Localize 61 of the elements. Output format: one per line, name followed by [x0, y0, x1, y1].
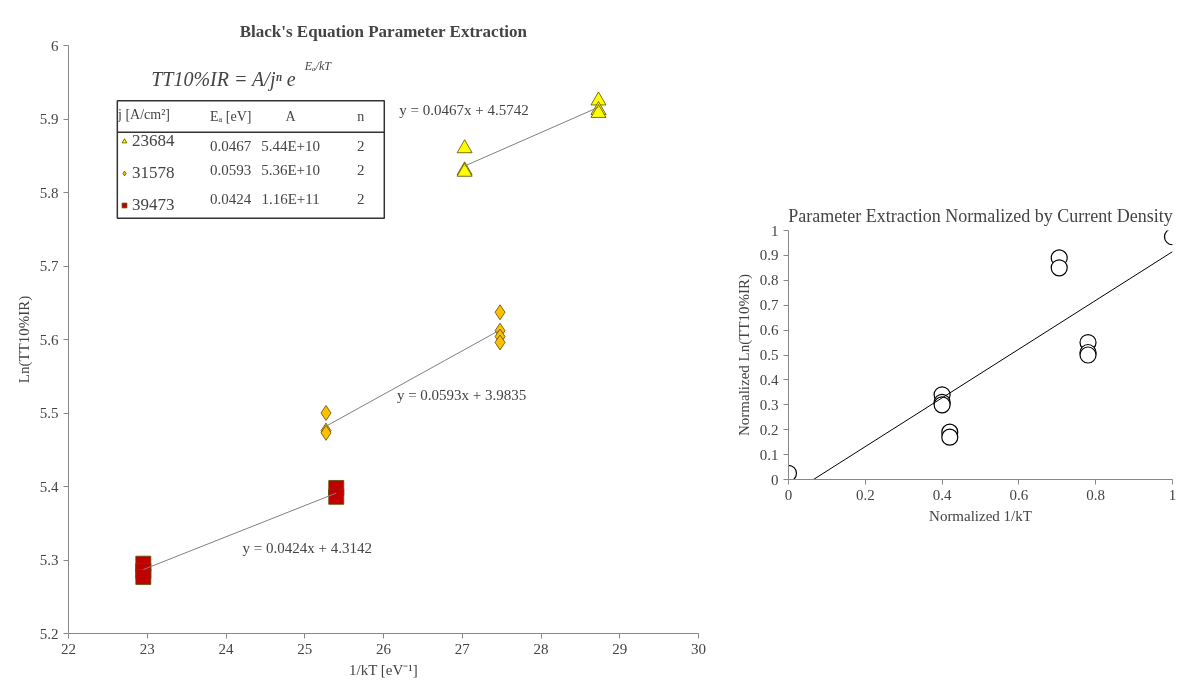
- y-tick-label: 0.8: [759, 272, 779, 289]
- annotation: 0.0467: [210, 138, 252, 155]
- x-tick-label: 26: [376, 640, 392, 657]
- annotation: 1.16E+11: [261, 191, 320, 208]
- annotation: A: [285, 109, 297, 125]
- y-tick-label: 1: [771, 222, 779, 239]
- x-tick-label: 0.4: [932, 486, 952, 503]
- annotation: y = 0.0467x + 4.5742: [399, 102, 529, 119]
- annotation: 2: [356, 191, 365, 208]
- x-tick-label: 27: [454, 640, 471, 657]
- y-tick-label: 5.3: [39, 552, 59, 568]
- legend-label: 31578: [132, 163, 175, 183]
- x-tick-label: 0.6: [1009, 486, 1029, 503]
- legend-label: 23684: [132, 131, 175, 151]
- annotation: 2: [356, 138, 365, 155]
- chart-title: Parameter Extraction Normalized by Current Density: [788, 205, 1173, 226]
- x-tick-label: 0.2: [855, 486, 875, 503]
- y-tick-label: 5.9: [39, 111, 59, 127]
- y-tick-label: 5.7: [39, 258, 59, 274]
- annotation: Eₐ [eV]: [209, 109, 252, 125]
- annotation: 0.0424: [210, 191, 252, 208]
- x-tick-label: 22: [61, 640, 76, 657]
- y-tick-label: 6: [51, 37, 59, 54]
- legend-title: j [A/cm²]: [118, 107, 171, 123]
- y-tick-label: 0.9: [759, 247, 779, 264]
- chart-title: Black's Equation Parameter Extraction: [239, 21, 528, 41]
- x-tick-label: 28: [533, 640, 549, 657]
- y-tick-label: 0.6: [759, 322, 779, 339]
- y-axis-title: Ln(TT10%IR): [15, 295, 33, 384]
- y-tick-label: 0.7: [759, 297, 779, 314]
- x-axis-title: Normalized 1/kT: [929, 507, 1032, 524]
- x-tick-label: 29: [612, 640, 628, 657]
- y-tick-label: 5.5: [39, 405, 59, 421]
- annotation: y = 0.0424x + 4.3142: [242, 539, 372, 556]
- annotation: 5.36E+10: [261, 162, 321, 179]
- x-tick-label: 30: [691, 640, 706, 657]
- annotation: 5.44E+10: [261, 138, 321, 155]
- y-tick-label: 5.2: [39, 625, 59, 642]
- y-tick-label: 0.4: [759, 371, 779, 388]
- x-tick-label: 25: [297, 640, 313, 657]
- annotation: 0.0593: [210, 162, 252, 179]
- y-tick-label: 0.5: [759, 347, 779, 363]
- y-tick-label: 0.3: [759, 396, 779, 413]
- legend-label: 39473: [132, 195, 175, 215]
- annotation: y = 0.0593x + 3.9835: [396, 387, 527, 404]
- y-tick-label: 0: [771, 471, 779, 488]
- x-tick-label: 0: [784, 486, 793, 503]
- y-tick-label: 5.6: [39, 331, 59, 348]
- y-tick-label: 0.1: [759, 446, 779, 463]
- x-tick-label: 0.8: [1086, 486, 1106, 503]
- annotation: n: [357, 109, 365, 125]
- x-tick-label: 24: [218, 640, 234, 657]
- annotation: 2: [356, 162, 365, 179]
- x-axis-title: 1/kT [eV⁻¹]: [348, 661, 418, 678]
- annotation: TT10%IR = A/jⁿ eEₐ/kT: [151, 59, 333, 91]
- y-axis-title: Normalized Ln(TT10%IR): [735, 273, 753, 437]
- y-tick-label: 5.4: [39, 478, 59, 495]
- y-tick-label: 5.8: [39, 184, 59, 201]
- y-tick-label: 0.2: [759, 421, 779, 438]
- x-tick-label: 1: [1168, 486, 1177, 503]
- x-tick-label: 23: [139, 640, 155, 657]
